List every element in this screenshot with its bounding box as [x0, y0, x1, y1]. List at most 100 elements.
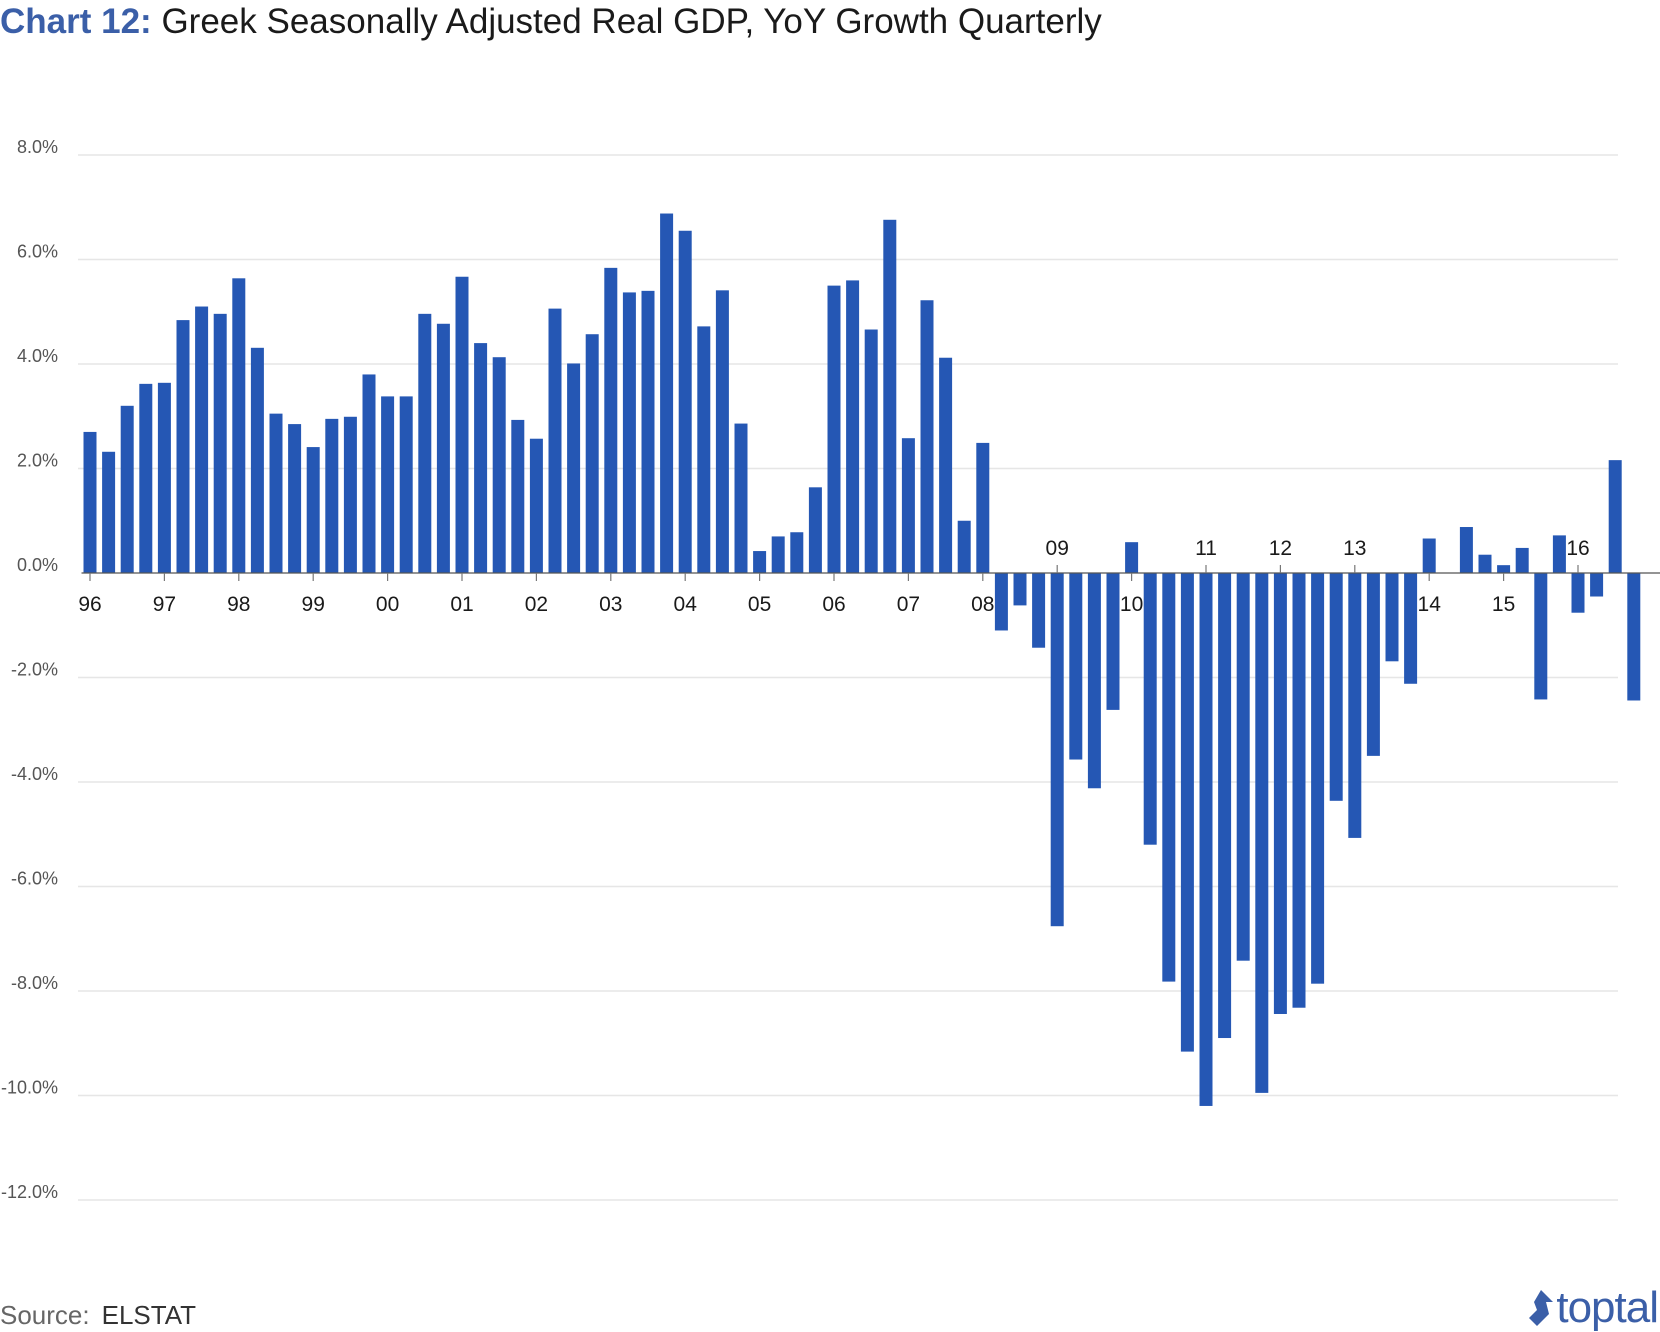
x-tick-label: 97 — [153, 593, 176, 616]
bar — [1013, 573, 1027, 606]
x-tick-label: 13 — [1343, 537, 1366, 560]
bar — [102, 451, 116, 573]
bar — [994, 573, 1008, 631]
bar — [306, 447, 320, 573]
bar — [827, 285, 841, 573]
x-tick-label: 11 — [1195, 537, 1217, 560]
bar — [325, 418, 339, 573]
bar — [1032, 573, 1046, 648]
bar — [864, 329, 878, 573]
brand-logo: toptal — [1526, 1283, 1659, 1332]
bar — [883, 219, 897, 574]
y-tick-label: 6.0% — [17, 242, 58, 262]
x-tick-label: 00 — [376, 593, 399, 616]
bar — [1552, 535, 1566, 573]
bar — [1404, 573, 1418, 684]
x-tick-label: 01 — [450, 593, 473, 616]
bar — [585, 334, 599, 573]
chart-title-text: Greek Seasonally Adjusted Real GDP, YoY … — [161, 2, 1102, 41]
y-tick-label: -12.0% — [1, 1182, 58, 1202]
y-tick-label: -6.0% — [11, 869, 58, 889]
brand-name: toptal — [1556, 1283, 1659, 1332]
bar — [1497, 565, 1511, 573]
bar — [1422, 538, 1436, 573]
source-label: Source: — [0, 1300, 90, 1330]
bar — [1180, 573, 1194, 1052]
bar — [715, 290, 729, 573]
bar — [1106, 573, 1120, 710]
bar — [1478, 554, 1492, 573]
bar — [1627, 573, 1641, 701]
bar — [1366, 573, 1380, 756]
x-tick-label: 07 — [897, 593, 920, 616]
bar — [920, 300, 934, 573]
bar — [1571, 573, 1585, 613]
x-tick-label: 98 — [227, 593, 250, 616]
bar — [808, 487, 822, 573]
bar — [753, 551, 767, 573]
y-tick-label: -2.0% — [11, 660, 58, 680]
x-axis-tick-labels: 96 97 98 99 00 01 02 03 04 05 06 07 08 09 10 11 12 13 14 15… — [78, 537, 1589, 616]
bar — [1069, 573, 1083, 760]
bar — [957, 520, 971, 573]
bar — [1534, 573, 1548, 700]
bar — [195, 306, 209, 573]
bar — [362, 374, 376, 573]
bar — [901, 438, 915, 573]
bar — [399, 396, 413, 573]
y-tick-label: 8.0% — [17, 137, 58, 157]
bar — [1348, 573, 1362, 838]
x-tick-label: 14 — [1418, 593, 1442, 616]
bar — [288, 424, 302, 573]
x-tick-label: 06 — [822, 593, 845, 616]
x-tick-label: 16 — [1566, 537, 1589, 560]
bar — [1292, 573, 1306, 1008]
chart-title-prefix: Chart 12: — [0, 2, 152, 41]
y-tick-label: 4.0% — [17, 346, 58, 366]
bar — [418, 313, 432, 573]
bar — [213, 313, 227, 573]
x-tick-label: 05 — [748, 593, 771, 616]
chart-title: Chart 12: Greek Seasonally Adjusted Real… — [0, 0, 1102, 44]
y-tick-label: 0.0% — [17, 555, 58, 575]
source-note: Source: ELSTAT — [0, 1300, 196, 1331]
bar — [1087, 573, 1101, 789]
bar — [1143, 573, 1157, 845]
x-tick-label: 12 — [1269, 537, 1292, 560]
bar — [976, 442, 990, 573]
bar — [269, 413, 283, 573]
bar — [622, 292, 636, 573]
bar — [511, 419, 525, 573]
x-tick-label: 96 — [78, 593, 101, 616]
bar — [1608, 460, 1622, 573]
bar — [734, 423, 748, 573]
x-tick-label: 04 — [674, 593, 698, 616]
bar — [492, 357, 506, 573]
bar — [1515, 547, 1529, 573]
bar — [1255, 573, 1269, 1093]
bar — [83, 431, 97, 573]
bar — [548, 308, 562, 573]
bars — [83, 213, 1641, 1106]
bar — [1311, 573, 1325, 984]
bar — [846, 280, 860, 573]
x-axis — [81, 565, 1660, 581]
y-tick-label: -4.0% — [11, 764, 58, 784]
bar — [1125, 542, 1139, 573]
bar — [1329, 573, 1343, 801]
bar — [771, 536, 785, 573]
bar — [678, 230, 692, 573]
bar — [120, 405, 134, 573]
y-tick-label: -10.0% — [1, 1078, 58, 1098]
y-axis-tick-labels: 8.0% 6.0% 4.0% 2.0% 0.0% -2.0% -4.0% -6.0% -8.0%… — [1, 137, 58, 1202]
bar — [250, 347, 264, 573]
bar — [529, 438, 543, 573]
y-tick-label: 2.0% — [17, 451, 58, 471]
bar — [381, 396, 395, 573]
x-tick-label: 02 — [525, 593, 548, 616]
bar — [939, 357, 953, 573]
x-tick-label: 09 — [1046, 537, 1069, 560]
bar — [641, 290, 655, 573]
y-tick-label: -8.0% — [11, 973, 58, 993]
bar — [232, 278, 246, 573]
